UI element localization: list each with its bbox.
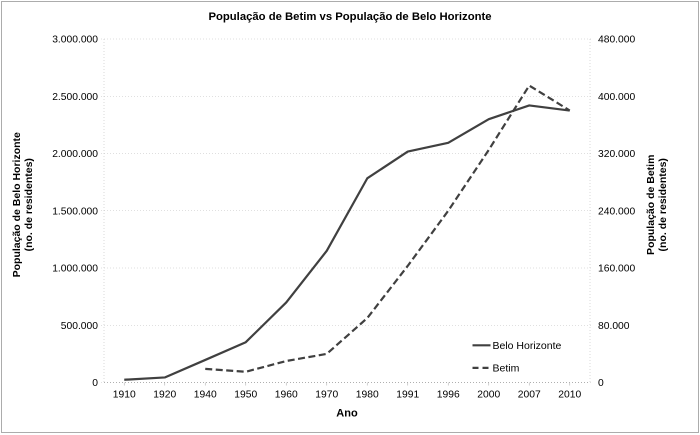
svg-text:3.000.000: 3.000.000 — [52, 35, 98, 46]
svg-text:1970: 1970 — [315, 390, 338, 401]
svg-text:2010: 2010 — [558, 390, 581, 401]
svg-text:2007: 2007 — [518, 390, 541, 401]
svg-text:1996: 1996 — [437, 390, 460, 401]
svg-text:160.000: 160.000 — [598, 264, 635, 275]
svg-text:480.000: 480.000 — [598, 35, 635, 46]
svg-text:1991: 1991 — [396, 390, 419, 401]
svg-text:2000: 2000 — [477, 390, 500, 401]
svg-text:Belo Horizonte: Belo Horizonte — [493, 340, 562, 352]
svg-text:(no. de residentes): (no. de residentes) — [657, 158, 669, 251]
svg-text:Betim: Betim — [493, 363, 520, 375]
svg-text:1940: 1940 — [194, 390, 217, 401]
svg-text:2.500.000: 2.500.000 — [52, 92, 98, 103]
svg-text:Ano: Ano — [336, 408, 358, 420]
svg-text:1960: 1960 — [275, 390, 298, 401]
svg-text:1910: 1910 — [113, 390, 136, 401]
svg-text:1.500.000: 1.500.000 — [52, 206, 98, 217]
svg-text:2.000.000: 2.000.000 — [52, 149, 98, 160]
svg-text:População de Betim: População de Betim — [645, 155, 657, 255]
svg-text:(no. de residentes): (no. de residentes) — [23, 158, 35, 251]
svg-text:0: 0 — [598, 378, 604, 389]
svg-text:1980: 1980 — [356, 390, 379, 401]
svg-text:População de Belo Horizonte: População de Belo Horizonte — [11, 132, 23, 277]
svg-text:0: 0 — [92, 378, 98, 389]
svg-text:240.000: 240.000 — [598, 206, 635, 217]
svg-text:500.000: 500.000 — [61, 321, 98, 332]
svg-text:80.000: 80.000 — [598, 321, 630, 332]
svg-text:320.000: 320.000 — [598, 149, 635, 160]
svg-text:400.000: 400.000 — [598, 92, 635, 103]
svg-text:1950: 1950 — [234, 390, 257, 401]
svg-text:1.000.000: 1.000.000 — [52, 264, 98, 275]
svg-text:1920: 1920 — [153, 390, 176, 401]
